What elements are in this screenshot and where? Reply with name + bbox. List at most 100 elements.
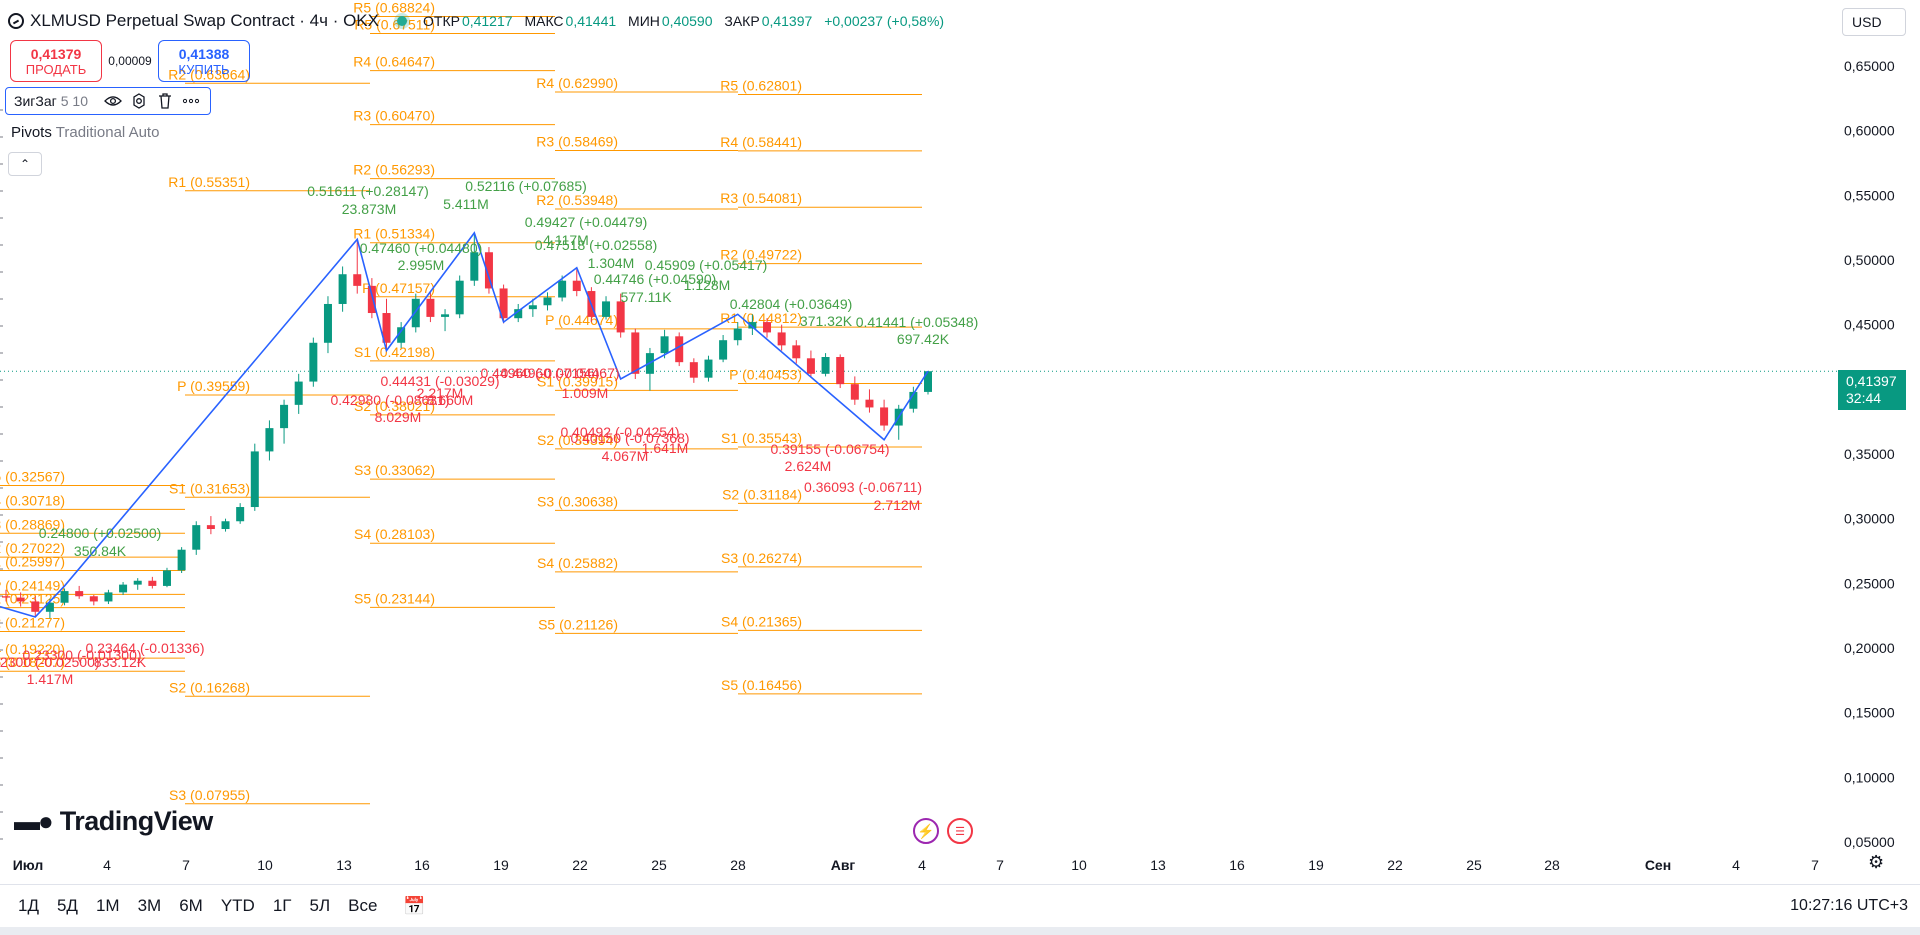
zigzag-label: 0.45909 (+0.05417) [645,257,768,273]
candle-body [763,322,772,333]
clock[interactable]: 10:27:16 UTC+3 [1790,897,1908,914]
pivot-level-label: R5 (0.67511) [354,17,435,33]
candle-body [16,597,25,602]
pivot-level-label: R3 (0.60470) [353,108,435,124]
buy-button[interactable]: 0,41388 КУПИТЬ [158,40,250,82]
zigzag-label: 2.624M [785,458,832,474]
price-axis-tick: 0,60000 [1844,123,1895,139]
tradingview-logo[interactable]: ▬● TradingView [14,806,213,837]
price-axis-tick: 0,55000 [1844,187,1895,203]
us-flag-event-icon[interactable]: ☰ [947,818,973,844]
buy-label: КУПИТЬ [178,62,230,77]
bottom-gutter [0,927,1920,935]
candle-body [221,521,230,530]
pivot-level-label: P (0.24149) [0,577,65,593]
timeframe-1d[interactable]: 1Д [18,896,39,915]
zigzag-label: 371.32K [800,313,853,329]
pivot-level-label: S4 (0.28103) [354,526,435,542]
candle-body [323,303,332,343]
candle-body [119,584,128,593]
current-price-label: 0,41397 32:44 [1838,370,1906,410]
market-status-icon[interactable] [397,16,407,26]
price-axis-tick: 0,50000 [1844,252,1895,268]
sell-button[interactable]: 0,41379 ПРОДАТЬ [10,40,102,82]
timeframe-5d[interactable]: 5Д [56,896,78,915]
ohlc-key: МИН [628,13,660,29]
zigzag-label: 0.39155 (-0.06754) [770,441,889,457]
zigzag-label: 0.44960 (-0.07156) [480,365,599,381]
time-axis-label: 22 [1387,857,1403,873]
pivot-level-label: R5 (0.68824) [353,0,435,16]
candle-body [719,340,728,360]
zigzag-label: 0.42804 (+0.03649) [730,296,853,312]
ohlc-value: 0,41397 [761,13,813,29]
candle-body [543,297,552,306]
currency-selector[interactable]: USD [1842,8,1906,36]
pivot-level-label: S3 (0.07955) [169,787,250,803]
time-axis-label: Сен [1645,857,1671,873]
pivot-level-label: S3 (0.26274) [721,550,802,566]
pivot-level-label: R4 (0.30718) [0,492,65,508]
candle-body [397,327,406,343]
more-icon[interactable] [180,91,202,111]
timeframe-ytd[interactable]: YTD [220,896,255,915]
candle-body [499,288,508,319]
timeframe-6m[interactable]: 6М [179,896,203,915]
zigzag-label: 1.641M [642,440,689,456]
price-axis-tick: 0,65000 [1844,58,1895,74]
timeframe-5y[interactable]: 5Л [309,896,331,915]
pivots-indicator-legend[interactable]: Pivots Traditional Auto [11,124,159,141]
pivot-level-label: S3 (0.30638) [537,493,618,509]
candle-body [821,357,830,374]
pivot-level-label: R4 (0.62990) [536,75,618,91]
price-axis-tick: 0,15000 [1844,705,1895,721]
candle-body [31,601,40,612]
pivot-level-label: S4 (0.25882) [537,555,618,571]
pivot-level-label: S2 (0.21277) [0,614,65,630]
pivot-level-label: R4 (0.58441) [720,134,802,150]
ohlc-key: ЗАКР [724,13,760,29]
symbol-title[interactable]: XLMUSD Perpetual Swap Contract · 4ч · OK… [30,11,379,30]
price-axis-tick: 0,05000 [1844,834,1895,850]
price-axis-tick: 0,35000 [1844,446,1895,462]
lightning-event-icon[interactable]: ⚡ [913,818,939,844]
timeframe-1y[interactable]: 1Г [272,896,292,915]
candle-body [206,525,215,530]
zigzag-indicator-legend[interactable]: ЗигЗаг 5 10 [5,87,211,115]
gear-icon[interactable] [128,91,150,111]
time-axis-label: 4 [103,857,111,873]
pivot-level-label: S4 (0.21365) [721,613,802,629]
zigzag-label: 0.52116 (+0.07685) [465,178,587,194]
price-axis-tick: 0,10000 [1844,769,1895,785]
ohlc-key: ОТКР [423,13,460,29]
trash-icon[interactable] [154,91,176,111]
chart-header: XLMUSD Perpetual Swap Contract · 4ч · OK… [8,10,952,32]
pivot-level-label: R1 (0.44812) [720,310,802,326]
candle-body [850,384,859,400]
timeframe-1m[interactable]: 1М [95,896,120,915]
candle-body [353,274,362,286]
bar-countdown: 32:44 [1846,390,1882,406]
candle-body [162,570,171,586]
eye-icon[interactable] [102,91,124,111]
timeframe-all[interactable]: Все [348,896,378,915]
zigzag-label: 0.51611 (+0.28147) [307,183,429,199]
axis-settings-icon[interactable]: ⚙ [1868,852,1885,872]
pivot-level-label: S1 (0.31653) [169,480,250,496]
zigzag-label: 1.009M [562,385,609,401]
sell-price: 0,41379 [30,46,82,62]
candle-body [280,404,289,429]
candle-body [309,342,318,382]
candle-body [631,332,640,374]
price-chart[interactable]: 0,650000,600000,550000,500000,450000,400… [0,0,1920,885]
timeframe-3m[interactable]: 3М [137,896,162,915]
candle-body [104,592,113,602]
pivot-level-label: R3 (0.28869) [0,516,65,532]
candle-body [616,301,625,333]
collapse-legend-button[interactable]: ⌃ [8,152,42,176]
candle-body [148,580,157,586]
zigzag-label: 0.42980 (-0.08631) [330,392,449,408]
calendar-range-icon[interactable]: 📅 [403,895,426,916]
pivot-level-label: S2 (0.38021) [354,398,435,414]
time-axis-label: 25 [651,857,667,873]
